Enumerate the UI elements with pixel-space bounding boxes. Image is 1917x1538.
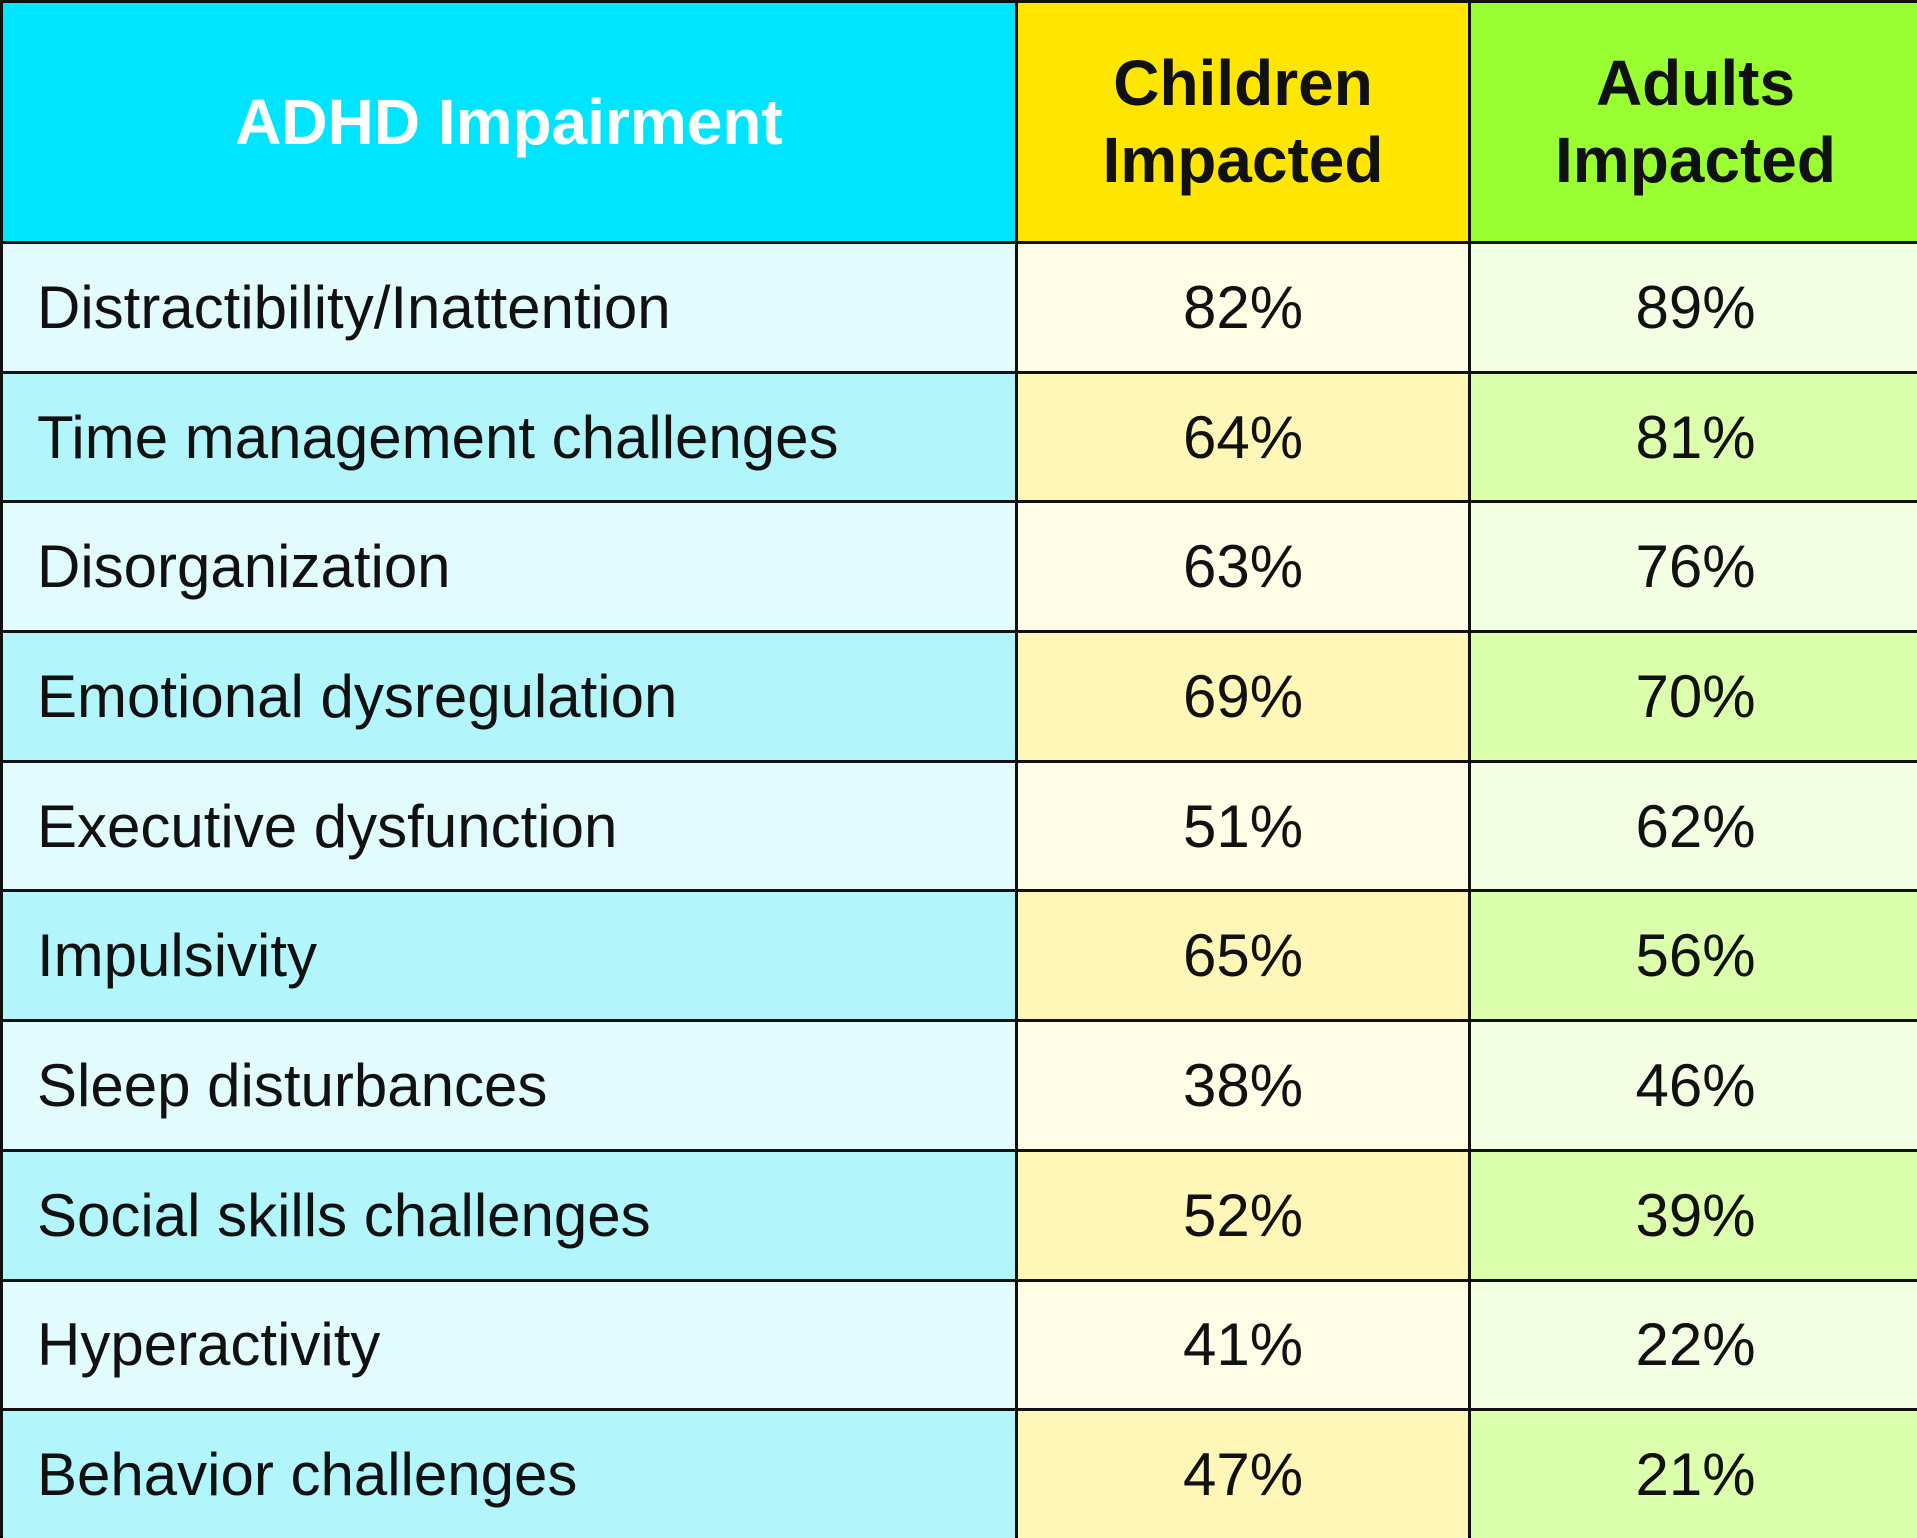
value-cell: 81% (1471, 373, 1917, 501)
value-cell: 41% (1018, 1281, 1468, 1409)
row-label: Behavior challenges (3, 1411, 1015, 1538)
header-cell: ADHD Impairment (3, 3, 1015, 241)
row-label: Emotional dysregulation (3, 633, 1015, 760)
row-label: Social skills challenges (3, 1151, 1015, 1279)
value-cell: 76% (1471, 503, 1917, 631)
row-label: Executive dysfunction (3, 762, 1015, 890)
value-cell: 46% (1471, 1022, 1917, 1149)
value-cell: 62% (1471, 762, 1917, 890)
value-cell: 69% (1018, 633, 1468, 760)
value-cell: 63% (1018, 503, 1468, 631)
row-label: Impulsivity (3, 892, 1015, 1020)
value-cell: 64% (1018, 373, 1468, 501)
value-cell: 56% (1471, 892, 1917, 1020)
row-label: Hyperactivity (3, 1281, 1015, 1409)
value-cell: 82% (1018, 244, 1468, 371)
row-label: Distractibility/Inattention (3, 244, 1015, 371)
value-cell: 21% (1471, 1411, 1917, 1538)
value-cell: 70% (1471, 633, 1917, 760)
value-cell: 38% (1018, 1022, 1468, 1149)
header-cell: Children Impacted (1018, 3, 1468, 241)
value-cell: 47% (1018, 1411, 1468, 1538)
value-cell: 65% (1018, 892, 1468, 1020)
value-cell: 39% (1471, 1151, 1917, 1279)
header-cell: Adults Impacted (1471, 3, 1917, 241)
row-label: Time management challenges (3, 373, 1015, 501)
row-label: Disorganization (3, 503, 1015, 631)
value-cell: 51% (1018, 762, 1468, 890)
value-cell: 22% (1471, 1281, 1917, 1409)
row-label: Sleep disturbances (3, 1022, 1015, 1149)
value-cell: 89% (1471, 244, 1917, 371)
value-cell: 52% (1018, 1151, 1468, 1279)
